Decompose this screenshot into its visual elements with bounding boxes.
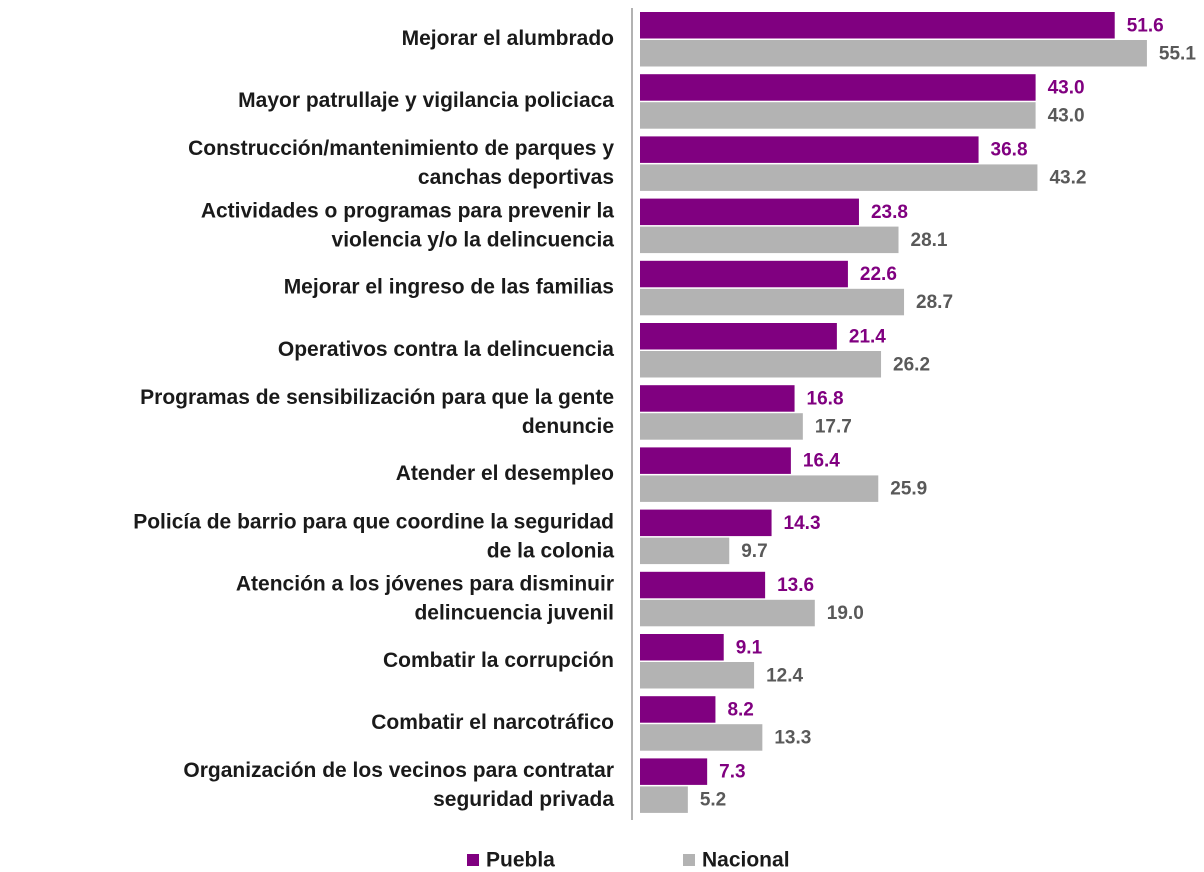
bar [640, 198, 859, 226]
value-label: 9.1 [736, 637, 763, 658]
value-label: 13.6 [777, 575, 814, 596]
bar [640, 571, 766, 599]
bar [640, 260, 848, 288]
category-label: Atención a los jóvenes para disminuir del… [236, 572, 614, 624]
value-label: 43.2 [1049, 168, 1086, 189]
bar [640, 385, 795, 412]
value-label: 8.2 [727, 699, 753, 720]
bar [640, 288, 905, 316]
value-label: 43.0 [1048, 77, 1085, 98]
value-label: 55.1 [1159, 43, 1196, 64]
category-label: Mejorar el alumbrado [402, 27, 614, 50]
value-label: 25.9 [890, 479, 927, 500]
category-label: Combatir el narcotráfico [371, 711, 614, 734]
value-label: 51.6 [1127, 15, 1164, 36]
category-label: Actividades o programas para prevenir la… [201, 199, 614, 251]
category-label: Mayor patrullaje y vigilancia policiaca [238, 89, 614, 112]
bar [640, 724, 763, 751]
bar [640, 164, 1038, 191]
bar [640, 634, 724, 661]
bar [640, 12, 1115, 39]
category-label: Organización de los vecinos para contrat… [183, 759, 614, 811]
value-label: 7.3 [719, 762, 745, 783]
value-label: 12.4 [766, 665, 803, 686]
category-label: Programas de sensibilización para que la… [140, 385, 614, 437]
bar [640, 537, 730, 565]
bar [640, 226, 899, 254]
value-label: 23.8 [871, 202, 908, 223]
bar [640, 323, 837, 350]
bar [640, 475, 879, 502]
bar [640, 136, 979, 163]
category-label: Policía de barrio para que coordine la s… [133, 510, 614, 562]
category-label: Combatir la corrupción [383, 649, 614, 672]
value-label: 19.0 [827, 603, 864, 624]
value-label: 22.6 [860, 264, 897, 285]
value-label: 26.2 [893, 354, 930, 375]
bar [640, 351, 882, 378]
category-label: Mejorar el ingreso de las familias [284, 276, 614, 299]
bar [640, 413, 803, 440]
value-label: 13.3 [774, 727, 811, 748]
bar [640, 599, 815, 627]
value-label: 5.2 [700, 790, 726, 811]
bar [640, 40, 1147, 67]
value-label: 14.3 [784, 513, 821, 534]
legend-swatch [683, 854, 695, 866]
category-label: Operativos contra la delincuencia [278, 338, 614, 361]
bar [640, 509, 772, 537]
bar [640, 102, 1036, 129]
value-label: 17.7 [815, 416, 852, 437]
value-label: 36.8 [991, 140, 1028, 161]
legend-label: Puebla [486, 849, 555, 872]
category-label: Atender el desempleo [396, 462, 614, 485]
bar [640, 74, 1036, 101]
value-label: 16.4 [803, 451, 840, 472]
value-label: 21.4 [849, 326, 886, 347]
bar [640, 786, 688, 813]
value-label: 28.1 [911, 230, 948, 251]
value-label: 43.0 [1048, 105, 1085, 126]
value-label: 28.7 [916, 292, 953, 313]
value-label: 9.7 [741, 541, 767, 562]
value-label: 16.8 [807, 388, 844, 409]
bar [640, 662, 755, 689]
bar [640, 696, 716, 723]
bar [640, 447, 791, 474]
bar [640, 758, 708, 785]
legend-swatch [467, 854, 479, 866]
legend-label: Nacional [702, 849, 790, 872]
